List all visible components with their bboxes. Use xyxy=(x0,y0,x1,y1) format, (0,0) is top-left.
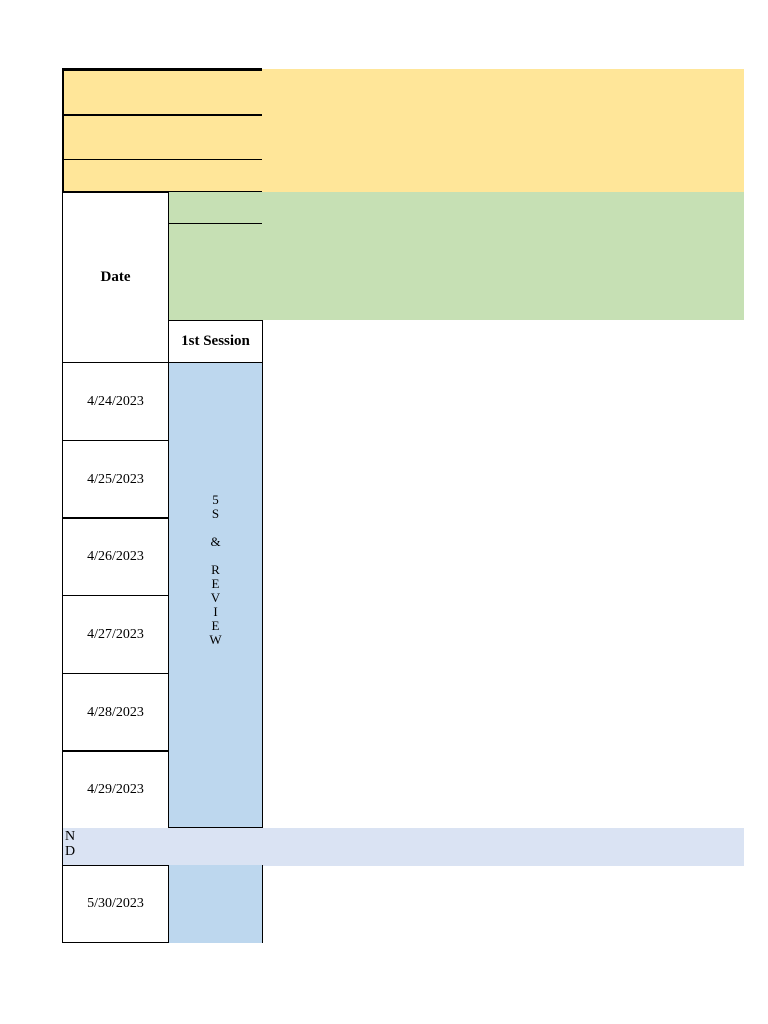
session-letter: E xyxy=(211,576,220,591)
date-value: 4/28/2023 xyxy=(87,704,144,720)
session-letter: & xyxy=(210,534,221,549)
session-letter: S xyxy=(211,506,220,521)
header-yellow-band xyxy=(62,69,744,192)
green-band xyxy=(168,192,744,320)
session-letter: I xyxy=(213,604,218,619)
date-value: 4/29/2023 xyxy=(87,781,144,797)
session-block-text: 5 S & R E V I E W xyxy=(169,493,262,647)
session-block: 5 S & R E V I E W xyxy=(168,362,263,828)
date-cell: 5/30/2023 xyxy=(62,865,169,943)
header-divider-1 xyxy=(62,114,262,116)
session-letter: W xyxy=(209,632,222,647)
header-top-border xyxy=(62,68,262,71)
header-left-border xyxy=(62,69,64,192)
date-cell: 4/29/2023 xyxy=(62,750,169,829)
date-cell: 4/27/2023 xyxy=(62,595,169,674)
session-letter: V xyxy=(210,590,221,605)
date-cell: 4/24/2023 xyxy=(62,362,169,441)
date-cell: 4/25/2023 xyxy=(62,440,169,519)
session-letter: R xyxy=(211,562,220,577)
divider-row xyxy=(62,828,744,866)
divider-row-text: N D xyxy=(65,829,76,859)
header-divider-2 xyxy=(62,159,262,160)
session-letter: 5 xyxy=(212,492,219,507)
date-value: 4/24/2023 xyxy=(87,393,144,409)
date-cell: 4/28/2023 xyxy=(62,673,169,752)
date-header-cell: Date xyxy=(62,192,169,363)
date-value: 4/25/2023 xyxy=(87,471,144,487)
date-value: 4/27/2023 xyxy=(87,626,144,642)
header-divider-3 xyxy=(62,191,262,192)
date-cell: 4/26/2023 xyxy=(62,517,169,596)
green-divider xyxy=(168,223,262,224)
date-value: 4/26/2023 xyxy=(87,548,144,564)
session-header-label: 1st Session xyxy=(181,333,250,349)
date-header-label: Date xyxy=(100,269,131,285)
session-cell-last xyxy=(168,865,263,943)
date-value: 5/30/2023 xyxy=(87,896,144,911)
session-letter: E xyxy=(211,618,220,633)
session-header-cell: 1st Session xyxy=(168,320,263,363)
divider-row-left-border xyxy=(62,828,63,866)
